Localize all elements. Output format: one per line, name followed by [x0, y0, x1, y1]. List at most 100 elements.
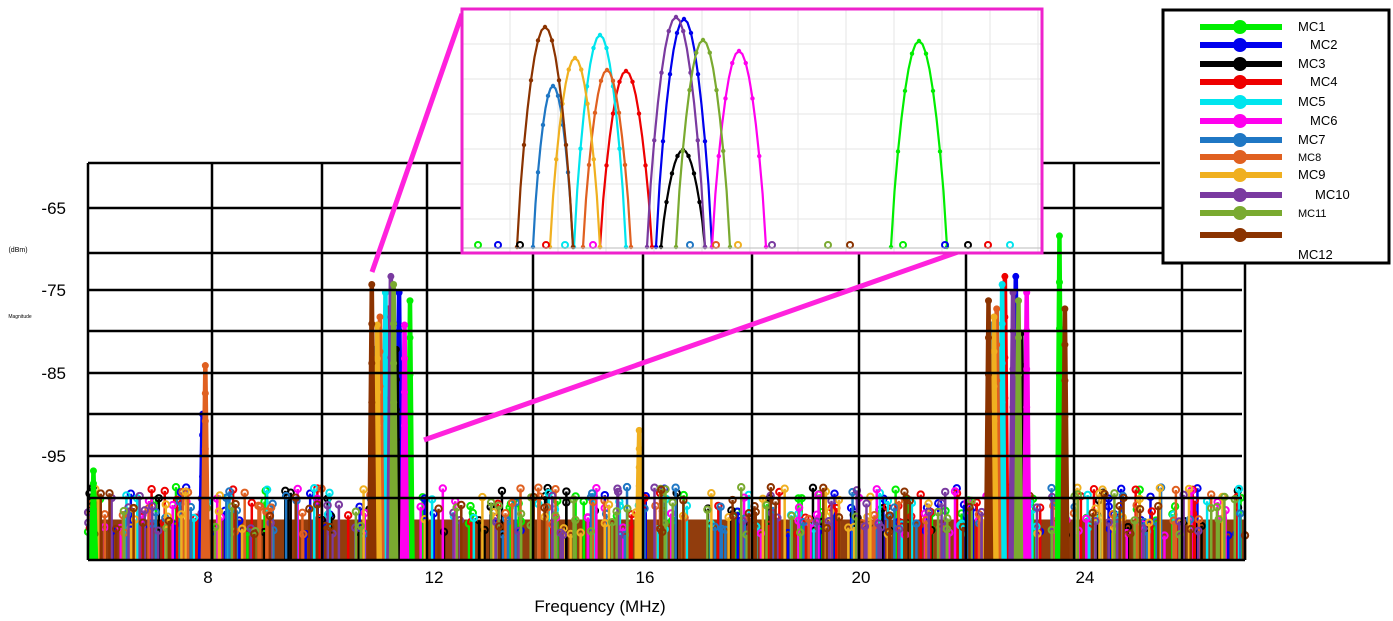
inset-marker — [617, 79, 622, 85]
peak-marker — [1055, 232, 1063, 240]
noise-marker — [111, 524, 121, 534]
inset-marker — [721, 148, 726, 154]
noise-marker — [604, 500, 614, 509]
peak-marker — [89, 467, 97, 475]
inset-marker — [597, 32, 603, 38]
noise-marker — [623, 504, 632, 513]
noise-marker — [1194, 515, 1204, 524]
inset-marker — [535, 170, 541, 175]
noise-marker — [738, 516, 747, 526]
legend-swatch-marker — [1233, 228, 1247, 242]
peak-marker — [368, 359, 376, 367]
inset-marker — [570, 244, 576, 250]
peak-marker — [390, 359, 398, 367]
noise-marker — [457, 500, 466, 510]
noise-marker — [1088, 508, 1097, 518]
noise-marker — [860, 522, 870, 531]
inset-marker — [736, 48, 742, 54]
noise-marker — [569, 495, 578, 504]
peak-marker — [1012, 272, 1020, 280]
legend-swatch-marker — [1233, 95, 1247, 109]
noise-marker — [140, 506, 149, 515]
inset-marker — [763, 244, 769, 250]
noise-marker — [293, 484, 302, 494]
peak-marker — [990, 382, 998, 390]
noise-marker — [507, 498, 517, 508]
inset-marker — [695, 138, 700, 143]
peak-marker — [401, 422, 409, 430]
peak-marker — [401, 355, 409, 363]
peak-marker — [89, 505, 97, 513]
noise-marker — [325, 488, 334, 498]
legend-label: MC9 — [1298, 167, 1325, 182]
noise-marker — [138, 518, 148, 527]
noise-marker — [1115, 501, 1124, 511]
peak-marker — [998, 320, 1006, 328]
noise-marker — [943, 514, 952, 523]
peak-marker — [1009, 441, 1017, 449]
noise-marker — [808, 483, 818, 493]
inset-marker — [597, 244, 603, 250]
noise-marker — [262, 485, 272, 494]
noise-marker — [1032, 503, 1042, 512]
noise-marker — [1089, 485, 1099, 494]
legend-item: MC3 — [1200, 56, 1325, 71]
noise-marker — [147, 485, 156, 494]
noise-marker — [612, 507, 621, 516]
legend-item: MC10 — [1200, 187, 1350, 202]
noise-marker — [890, 503, 899, 512]
legend-label: MC10 — [1315, 187, 1350, 202]
noise-marker — [119, 506, 129, 516]
noise-marker — [737, 483, 746, 492]
inset-marker — [669, 171, 675, 176]
peak-marker — [390, 438, 398, 446]
noise-marker — [105, 489, 114, 498]
inset-marker — [563, 142, 569, 148]
inset-marker — [888, 244, 894, 250]
peak-marker — [201, 473, 209, 481]
x-tick-label: 8 — [203, 568, 212, 587]
inset-marker — [598, 78, 604, 84]
inset-marker — [697, 199, 702, 205]
noise-marker — [941, 487, 950, 497]
peak-marker — [1061, 305, 1069, 313]
peak-marker — [201, 389, 209, 397]
noise-marker — [592, 483, 601, 493]
legend-swatch-marker — [1233, 168, 1247, 182]
y-axis-unit-label: (dBm) — [8, 247, 27, 254]
noise-marker — [1147, 507, 1157, 516]
peak-marker — [993, 305, 1001, 313]
zoom-line-left — [369, 13, 465, 273]
noise-marker — [298, 508, 307, 518]
peak-marker — [381, 365, 389, 373]
inset-marker — [702, 139, 708, 144]
legend-swatch-marker — [1233, 133, 1247, 147]
x-tick-label: 20 — [852, 568, 871, 587]
noise-marker — [891, 485, 900, 494]
x-tick-label: 24 — [1076, 568, 1095, 587]
noise-marker — [551, 485, 560, 494]
noise-marker — [876, 523, 885, 532]
noise-marker — [787, 511, 796, 521]
peak-marker — [1055, 278, 1063, 286]
legend-swatch-marker — [1233, 75, 1247, 89]
noise-marker — [231, 499, 240, 509]
legend-item: MC4 — [1200, 74, 1337, 89]
peak-marker — [1015, 482, 1023, 490]
peak-marker — [635, 445, 643, 453]
noise-marker — [562, 487, 571, 496]
noise-marker — [556, 528, 565, 538]
peak-marker — [998, 281, 1006, 289]
noise-marker — [494, 501, 503, 511]
peak-marker — [89, 480, 97, 488]
peak-marker — [201, 362, 209, 370]
legend-item: MC9 — [1200, 167, 1325, 182]
peak-marker — [990, 348, 998, 356]
noise-marker — [804, 514, 813, 524]
inset-marker — [673, 244, 679, 250]
legend-item: MC2 — [1200, 37, 1337, 52]
noise-marker — [161, 500, 171, 509]
inset-marker — [687, 87, 692, 93]
noise-marker — [540, 503, 549, 512]
legend-item: MC11 — [1200, 206, 1327, 220]
